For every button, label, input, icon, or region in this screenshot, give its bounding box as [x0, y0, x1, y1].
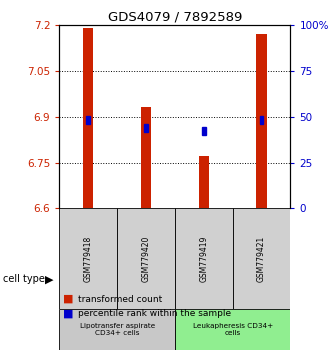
- Text: GSM779418: GSM779418: [84, 235, 93, 282]
- Text: ■: ■: [63, 294, 73, 304]
- Text: transformed count: transformed count: [78, 295, 162, 304]
- Bar: [202, 127, 206, 135]
- Bar: [117, 209, 175, 309]
- Bar: [256, 34, 267, 209]
- Text: cell type: cell type: [3, 274, 45, 285]
- Bar: [175, 209, 233, 309]
- Text: ▶: ▶: [45, 274, 53, 285]
- Bar: [144, 124, 148, 132]
- Text: Lipotransfer aspirate
CD34+ cells: Lipotransfer aspirate CD34+ cells: [80, 323, 155, 336]
- Bar: [59, 309, 175, 350]
- Text: Leukapheresis CD34+
cells: Leukapheresis CD34+ cells: [192, 323, 273, 336]
- Text: GSM779421: GSM779421: [257, 235, 266, 282]
- Bar: [175, 309, 290, 350]
- Text: GSM779419: GSM779419: [199, 235, 208, 282]
- Bar: [86, 116, 90, 124]
- Bar: [233, 209, 290, 309]
- Text: percentile rank within the sample: percentile rank within the sample: [78, 309, 231, 318]
- Title: GDS4079 / 7892589: GDS4079 / 7892589: [108, 11, 242, 24]
- Bar: [199, 156, 209, 209]
- Bar: [141, 108, 151, 209]
- Bar: [59, 209, 117, 309]
- Text: ■: ■: [63, 308, 73, 318]
- Bar: [260, 116, 263, 124]
- Bar: [83, 28, 93, 209]
- Text: GSM779420: GSM779420: [142, 235, 150, 282]
